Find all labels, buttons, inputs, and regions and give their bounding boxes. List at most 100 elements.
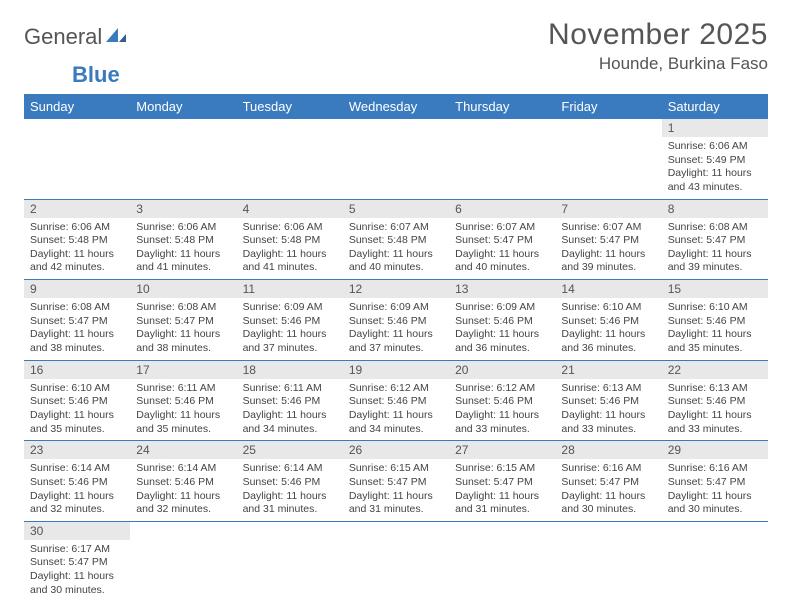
day-body: Sunrise: 6:06 AMSunset: 5:48 PMDaylight:… (130, 218, 236, 280)
calendar-cell: 27Sunrise: 6:15 AMSunset: 5:47 PMDayligh… (449, 441, 555, 522)
day-number: 26 (343, 441, 449, 459)
day-body: Sunrise: 6:15 AMSunset: 5:47 PMDaylight:… (343, 459, 449, 521)
weekday-header: Sunday (24, 94, 130, 119)
day-number: 11 (237, 280, 343, 298)
calendar-cell (555, 119, 661, 199)
day-number: 6 (449, 200, 555, 218)
day-number: 23 (24, 441, 130, 459)
calendar-cell: 11Sunrise: 6:09 AMSunset: 5:46 PMDayligh… (237, 280, 343, 361)
day-body: Sunrise: 6:14 AMSunset: 5:46 PMDaylight:… (24, 459, 130, 521)
calendar-cell: 3Sunrise: 6:06 AMSunset: 5:48 PMDaylight… (130, 199, 236, 280)
day-number: 17 (130, 361, 236, 379)
weekday-header: Friday (555, 94, 661, 119)
calendar-cell: 2Sunrise: 6:06 AMSunset: 5:48 PMDaylight… (24, 199, 130, 280)
day-body: Sunrise: 6:16 AMSunset: 5:47 PMDaylight:… (555, 459, 661, 521)
title-block: November 2025 Hounde, Burkina Faso (548, 18, 768, 74)
logo-text-general: General (24, 24, 102, 50)
calendar-cell (24, 119, 130, 199)
calendar-cell (449, 521, 555, 601)
day-number: 3 (130, 200, 236, 218)
day-body: Sunrise: 6:11 AMSunset: 5:46 PMDaylight:… (237, 379, 343, 441)
calendar-cell: 20Sunrise: 6:12 AMSunset: 5:46 PMDayligh… (449, 360, 555, 441)
day-body: Sunrise: 6:10 AMSunset: 5:46 PMDaylight:… (555, 298, 661, 360)
calendar-cell (555, 521, 661, 601)
day-body: Sunrise: 6:15 AMSunset: 5:47 PMDaylight:… (449, 459, 555, 521)
day-body: Sunrise: 6:12 AMSunset: 5:46 PMDaylight:… (449, 379, 555, 441)
day-number: 21 (555, 361, 661, 379)
day-number: 9 (24, 280, 130, 298)
day-body: Sunrise: 6:07 AMSunset: 5:47 PMDaylight:… (449, 218, 555, 280)
day-number: 13 (449, 280, 555, 298)
calendar-cell: 13Sunrise: 6:09 AMSunset: 5:46 PMDayligh… (449, 280, 555, 361)
day-number: 28 (555, 441, 661, 459)
day-number: 24 (130, 441, 236, 459)
day-body: Sunrise: 6:08 AMSunset: 5:47 PMDaylight:… (130, 298, 236, 360)
month-title: November 2025 (548, 18, 768, 52)
day-number: 10 (130, 280, 236, 298)
calendar-cell: 28Sunrise: 6:16 AMSunset: 5:47 PMDayligh… (555, 441, 661, 522)
calendar-cell: 15Sunrise: 6:10 AMSunset: 5:46 PMDayligh… (662, 280, 768, 361)
calendar-cell: 12Sunrise: 6:09 AMSunset: 5:46 PMDayligh… (343, 280, 449, 361)
day-body: Sunrise: 6:16 AMSunset: 5:47 PMDaylight:… (662, 459, 768, 521)
calendar-body: 1Sunrise: 6:06 AMSunset: 5:49 PMDaylight… (24, 119, 768, 601)
day-number: 8 (662, 200, 768, 218)
calendar-table: SundayMondayTuesdayWednesdayThursdayFrid… (24, 94, 768, 601)
day-body: Sunrise: 6:09 AMSunset: 5:46 PMDaylight:… (449, 298, 555, 360)
day-body: Sunrise: 6:08 AMSunset: 5:47 PMDaylight:… (662, 218, 768, 280)
day-number: 25 (237, 441, 343, 459)
day-body: Sunrise: 6:06 AMSunset: 5:48 PMDaylight:… (237, 218, 343, 280)
day-number: 27 (449, 441, 555, 459)
logo: General (24, 18, 128, 50)
day-body: Sunrise: 6:10 AMSunset: 5:46 PMDaylight:… (24, 379, 130, 441)
calendar-cell: 6Sunrise: 6:07 AMSunset: 5:47 PMDaylight… (449, 199, 555, 280)
day-body: Sunrise: 6:09 AMSunset: 5:46 PMDaylight:… (237, 298, 343, 360)
day-body: Sunrise: 6:10 AMSunset: 5:46 PMDaylight:… (662, 298, 768, 360)
weekday-header: Tuesday (237, 94, 343, 119)
calendar-cell: 25Sunrise: 6:14 AMSunset: 5:46 PMDayligh… (237, 441, 343, 522)
day-body: Sunrise: 6:13 AMSunset: 5:46 PMDaylight:… (555, 379, 661, 441)
calendar-cell: 16Sunrise: 6:10 AMSunset: 5:46 PMDayligh… (24, 360, 130, 441)
calendar-cell: 17Sunrise: 6:11 AMSunset: 5:46 PMDayligh… (130, 360, 236, 441)
day-number: 14 (555, 280, 661, 298)
weekday-header: Saturday (662, 94, 768, 119)
day-number: 2 (24, 200, 130, 218)
calendar-cell: 10Sunrise: 6:08 AMSunset: 5:47 PMDayligh… (130, 280, 236, 361)
weekday-header: Thursday (449, 94, 555, 119)
day-number: 1 (662, 119, 768, 137)
weekday-header: Wednesday (343, 94, 449, 119)
calendar-cell (130, 521, 236, 601)
day-body: Sunrise: 6:17 AMSunset: 5:47 PMDaylight:… (24, 540, 130, 602)
day-body: Sunrise: 6:07 AMSunset: 5:47 PMDaylight:… (555, 218, 661, 280)
day-number: 19 (343, 361, 449, 379)
calendar-cell: 19Sunrise: 6:12 AMSunset: 5:46 PMDayligh… (343, 360, 449, 441)
day-body: Sunrise: 6:09 AMSunset: 5:46 PMDaylight:… (343, 298, 449, 360)
day-body: Sunrise: 6:12 AMSunset: 5:46 PMDaylight:… (343, 379, 449, 441)
calendar-cell: 5Sunrise: 6:07 AMSunset: 5:48 PMDaylight… (343, 199, 449, 280)
calendar-cell: 29Sunrise: 6:16 AMSunset: 5:47 PMDayligh… (662, 441, 768, 522)
day-number: 18 (237, 361, 343, 379)
calendar-cell: 23Sunrise: 6:14 AMSunset: 5:46 PMDayligh… (24, 441, 130, 522)
location: Hounde, Burkina Faso (548, 54, 768, 74)
day-body: Sunrise: 6:06 AMSunset: 5:48 PMDaylight:… (24, 218, 130, 280)
calendar-cell (237, 521, 343, 601)
calendar-cell: 7Sunrise: 6:07 AMSunset: 5:47 PMDaylight… (555, 199, 661, 280)
weekday-header: Monday (130, 94, 236, 119)
day-body: Sunrise: 6:14 AMSunset: 5:46 PMDaylight:… (237, 459, 343, 521)
day-body: Sunrise: 6:06 AMSunset: 5:49 PMDaylight:… (662, 137, 768, 199)
calendar-cell: 4Sunrise: 6:06 AMSunset: 5:48 PMDaylight… (237, 199, 343, 280)
calendar-cell: 14Sunrise: 6:10 AMSunset: 5:46 PMDayligh… (555, 280, 661, 361)
day-body: Sunrise: 6:14 AMSunset: 5:46 PMDaylight:… (130, 459, 236, 521)
day-number: 12 (343, 280, 449, 298)
calendar-cell: 30Sunrise: 6:17 AMSunset: 5:47 PMDayligh… (24, 521, 130, 601)
day-body: Sunrise: 6:08 AMSunset: 5:47 PMDaylight:… (24, 298, 130, 360)
day-number: 4 (237, 200, 343, 218)
calendar-cell (343, 521, 449, 601)
logo-sail-icon (104, 24, 128, 50)
day-number: 15 (662, 280, 768, 298)
calendar-cell (343, 119, 449, 199)
day-number: 16 (24, 361, 130, 379)
calendar-cell: 24Sunrise: 6:14 AMSunset: 5:46 PMDayligh… (130, 441, 236, 522)
calendar-cell: 21Sunrise: 6:13 AMSunset: 5:46 PMDayligh… (555, 360, 661, 441)
calendar-cell (449, 119, 555, 199)
day-number: 7 (555, 200, 661, 218)
